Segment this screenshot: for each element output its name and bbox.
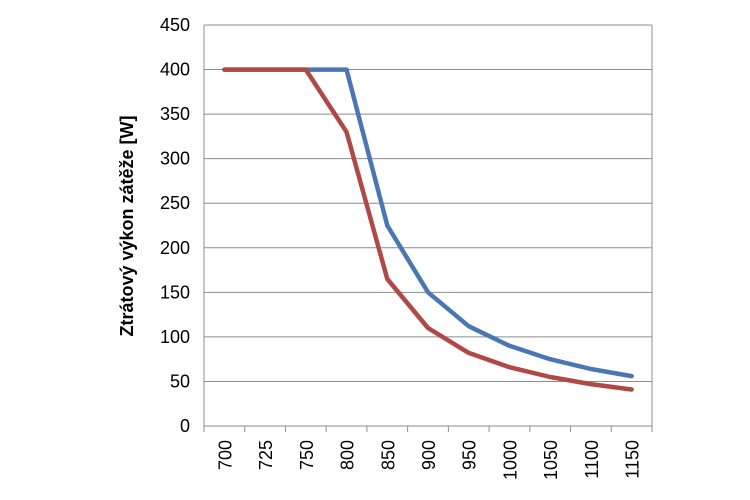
x-tick-label-950: 950 xyxy=(460,440,480,470)
y-tick-label-450: 450 xyxy=(160,15,190,35)
x-tick-label-1050: 1050 xyxy=(541,440,561,480)
x-tick-label-700: 700 xyxy=(215,440,235,470)
x-tick-labels: 700 725 750 800 850 900 950 1000 1050 1100 1150 xyxy=(215,440,642,480)
y-tick-labels: 0 50 100 150 200 250 300 350 400 450 xyxy=(160,15,190,436)
x-tick-label-800: 800 xyxy=(338,440,358,470)
y-tick-label-150: 150 xyxy=(160,282,190,302)
y-tick-label-200: 200 xyxy=(160,238,190,258)
x-tick-label-1000: 1000 xyxy=(500,440,520,480)
y-tick-label-100: 100 xyxy=(160,327,190,347)
axes xyxy=(203,25,653,432)
x-tick-label-850: 850 xyxy=(378,440,398,470)
x-tick-label-725: 725 xyxy=(256,440,276,470)
series-lines xyxy=(222,67,634,392)
y-tick-label-400: 400 xyxy=(160,60,190,80)
x-tick-label-900: 900 xyxy=(419,440,439,470)
y-tick-label-300: 300 xyxy=(160,149,190,169)
y-axis-title: Ztrátový výkon zátěže [W] xyxy=(117,115,137,336)
series-line-red xyxy=(222,67,634,392)
gridlines xyxy=(204,24,652,382)
y-tick-label-0: 0 xyxy=(180,416,190,436)
x-tick-label-1100: 1100 xyxy=(582,440,602,479)
x-tick-label-1150: 1150 xyxy=(623,440,643,479)
y-tick-label-50: 50 xyxy=(170,371,190,391)
x-tick-label-750: 750 xyxy=(297,440,317,470)
y-tick-label-250: 250 xyxy=(160,193,190,213)
y-tick-label-350: 350 xyxy=(160,104,190,124)
